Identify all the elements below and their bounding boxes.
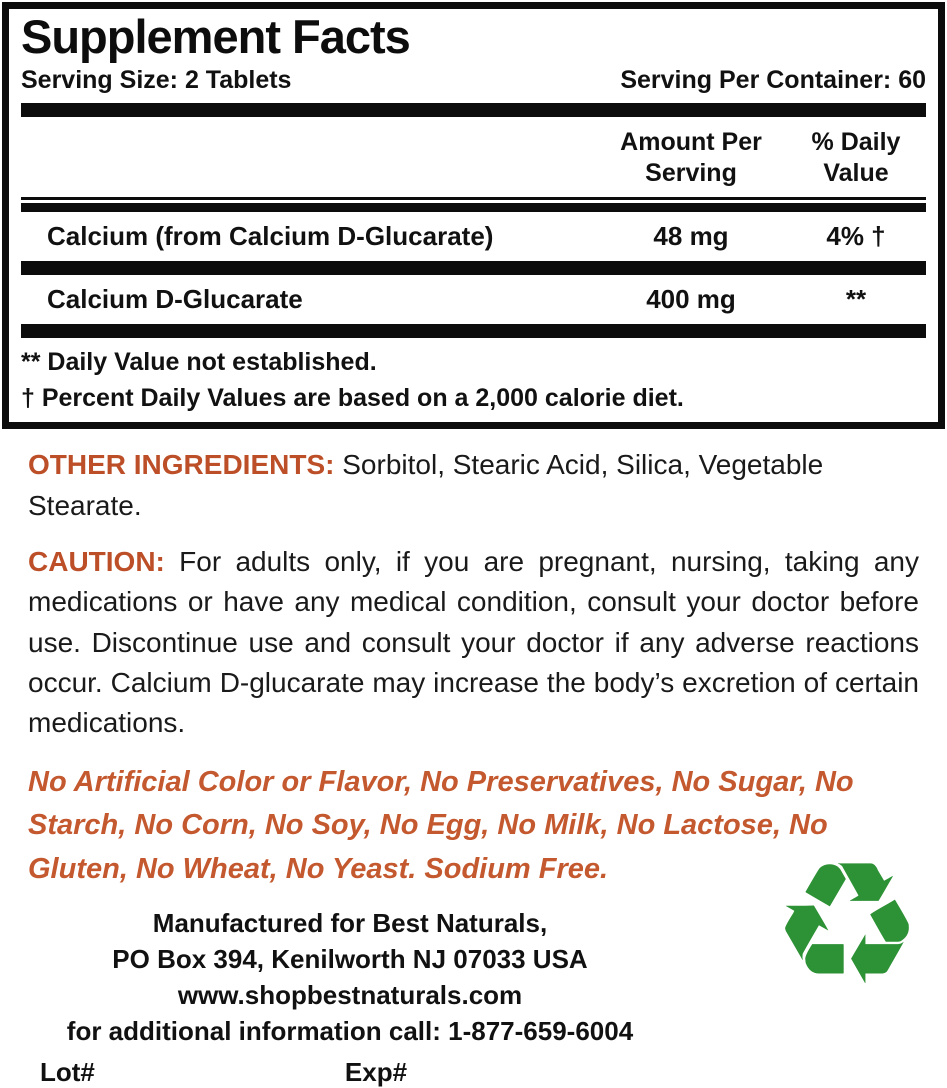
serving-info-row: Serving Size: 2 Tablets Serving Per Cont… [21,66,926,95]
column-header-daily-value: % Daily Value [811,127,901,188]
manufacturer-line: Manufactured for Best Naturals, [152,908,548,939]
footnotes: ** Daily Value not established. † Percen… [21,338,926,418]
caution-paragraph: CAUTION: For adults only, if you are pre… [28,542,919,744]
serving-size: Serving Size: 2 Tablets [21,65,292,94]
nutrient-name: Calcium D-Glucarate [47,284,303,315]
supplement-facts-panel: Supplement Facts Serving Size: 2 Tablets… [2,2,945,430]
recycle-icon: ♻ [770,826,924,1024]
table-row: Calcium D-Glucarate 400 mg ** [21,275,926,324]
lot-exp-row: Lot# Exp# [0,1057,947,1088]
caution-text: For adults only, if you are pregnant, nu… [28,546,919,739]
other-ingredients-text: Sorbitol, Stearic Acid, Silica, Vegetabl… [28,449,824,521]
website-url: www.shopbestnaturals.com [177,979,523,1010]
manufacturer-address: PO Box 394, Kenilworth NJ 07033 USA [112,944,588,974]
footnote-daily-value: ** Daily Value not established. [21,348,377,377]
lot-label: Lot# [40,1056,95,1087]
divider-thick-bar [21,324,926,339]
table-header-row: Amount Per Serving % Daily Value [21,117,926,198]
nutrient-amount: 48 mg [653,221,729,252]
nutrient-name: Calcium (from Calcium D-Glucarate) [47,221,494,252]
divider-medium-bar [21,203,926,213]
divider-thin-rule [21,197,926,201]
other-ingredients-paragraph: OTHER INGREDIENTS: Sorbitol, Stearic Aci… [28,445,919,526]
table-row: Calcium (from Calcium D-Glucarate) 48 mg… [21,212,926,261]
other-ingredients-label: OTHER INGREDIENTS: [28,449,335,481]
footnote-percent-dv: † Percent Daily Values are based on a 2,… [21,383,684,412]
nutrient-amount: 400 mg [646,284,736,315]
panel-title: Supplement Facts [21,10,411,63]
exp-label: Exp# [344,1056,408,1087]
manufacturer-block: Manufactured for Best Naturals, PO Box 3… [0,906,700,1050]
divider-gap [21,200,926,204]
nutrient-daily-value: 4% † [826,221,886,252]
servings-per-container: Serving Per Container: 60 [620,65,926,94]
divider-thick-bar [21,102,926,117]
nutrient-daily-value: ** [845,284,867,315]
column-header-amount: Amount Per Serving [620,127,762,188]
divider-thick-bar [21,261,926,276]
free-from-claims: No Artificial Color or Flavor, No Preser… [28,765,854,885]
caution-label: CAUTION: [28,546,165,578]
phone-info: for additional information call: 1-877-6… [66,1015,634,1046]
